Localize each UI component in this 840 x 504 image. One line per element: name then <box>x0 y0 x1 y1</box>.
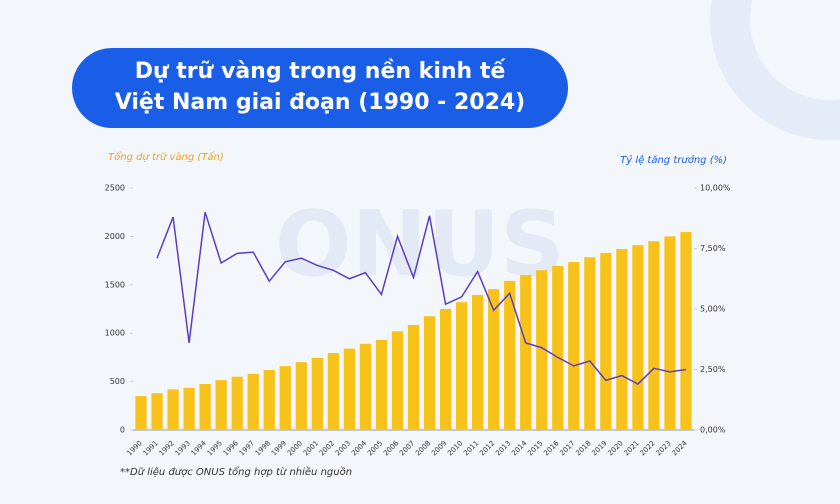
y-tick-label: 500 <box>110 377 125 386</box>
x-tick-label: 2006 <box>382 439 401 458</box>
x-tick-label: 2004 <box>350 439 369 458</box>
x-tick-label: 2021 <box>622 439 640 457</box>
bar <box>664 236 676 430</box>
x-tick-label: 1994 <box>190 439 209 458</box>
y2-tick-label: 7,50% <box>700 244 726 253</box>
x-tick-label: 2017 <box>558 439 576 457</box>
x-tick-label: 1990 <box>126 439 144 457</box>
bar <box>423 316 436 430</box>
x-tick-label: 2009 <box>430 439 448 457</box>
x-tick-label: 2018 <box>574 439 592 457</box>
x-tick-label: 2005 <box>366 439 384 457</box>
chart-title: Dự trữ vàng trong nền kinh tế <box>135 59 507 84</box>
bar <box>295 362 307 430</box>
y-tick-label: 1000 <box>105 329 125 338</box>
y2-tick-label: 5,00% <box>700 305 726 314</box>
y2-axis-title: Tỷ lệ tăng trưởng (%) <box>620 154 727 166</box>
bar <box>327 353 339 430</box>
bar <box>135 396 147 430</box>
x-tick-label: 2002 <box>318 439 336 457</box>
x-tick-label: 2020 <box>606 439 624 457</box>
x-tick-label: 2003 <box>334 439 352 457</box>
x-tick-label: 2013 <box>494 439 512 457</box>
bar <box>375 339 388 430</box>
y-tick-label: 1500 <box>105 280 125 289</box>
bar <box>263 369 275 430</box>
bar <box>343 348 355 430</box>
x-tick-label: 2007 <box>398 439 416 457</box>
bar <box>407 324 420 430</box>
y2-tick-label: 2,50% <box>700 365 726 374</box>
y2-tick-label: 0,00% <box>700 426 726 435</box>
bar <box>504 280 516 430</box>
bar <box>215 380 227 430</box>
x-tick-label: 1999 <box>270 439 288 457</box>
x-tick-label: 2023 <box>655 439 673 457</box>
bar <box>472 294 484 430</box>
bar <box>231 376 243 430</box>
bar <box>552 265 564 430</box>
x-tick-label: 2016 <box>542 439 561 458</box>
x-tick-label: 1998 <box>254 439 272 457</box>
bar <box>391 331 404 430</box>
bar <box>584 257 596 430</box>
title-pill <box>72 48 568 128</box>
bar <box>520 275 532 430</box>
x-tick-label: 2001 <box>302 439 320 457</box>
x-tick-label: 1996 <box>222 439 241 458</box>
bar <box>167 389 179 430</box>
bar <box>680 232 692 430</box>
bar <box>648 241 660 430</box>
x-tick-label: 2010 <box>446 439 464 457</box>
x-tick-label: 1991 <box>142 439 160 457</box>
bar <box>247 373 259 430</box>
x-tick-label: 1997 <box>238 439 256 457</box>
x-tick-label: 2019 <box>590 439 608 457</box>
y2-tick-label: 10,00% <box>700 184 731 193</box>
bar <box>616 248 628 430</box>
x-tick-label: 2000 <box>286 439 304 457</box>
bar <box>632 245 644 430</box>
x-tick-label: 2022 <box>638 439 656 457</box>
x-tick-label: 2014 <box>510 439 529 458</box>
bar <box>183 387 195 430</box>
bar <box>536 270 548 430</box>
decor <box>750 0 840 100</box>
x-tick-label: 2015 <box>526 439 544 457</box>
bar <box>600 252 612 430</box>
bar <box>439 309 452 430</box>
y-tick-label: 2500 <box>105 184 125 193</box>
y-tick-label: 0 <box>120 426 125 435</box>
bar <box>455 302 468 430</box>
bar <box>199 384 211 430</box>
x-tick-label: 1992 <box>158 439 176 457</box>
x-tick-label: 2011 <box>462 439 480 457</box>
watermark: ONUS <box>275 192 565 297</box>
chart-title: Việt Nam giai đoạn (1990 - 2024) <box>115 90 526 115</box>
bar <box>568 262 580 430</box>
footnote: **Dữ liệu được ONUS tổng hợp từ nhiều ng… <box>120 465 352 478</box>
bar <box>311 357 323 430</box>
y-tick-label: 2000 <box>105 232 125 241</box>
bar <box>359 343 372 430</box>
x-tick-label: 2012 <box>478 439 496 457</box>
bar <box>488 289 500 430</box>
x-tick-label: 2024 <box>671 439 690 458</box>
x-tick-label: 2008 <box>414 439 432 457</box>
x-tick-label: 1995 <box>206 439 224 457</box>
x-tick-label: 1993 <box>174 439 192 457</box>
line <box>156 211 687 385</box>
y-axis-title: Tổng dự trữ vàng (Tấn) <box>108 150 224 163</box>
bar <box>151 393 163 430</box>
bar <box>279 366 291 430</box>
